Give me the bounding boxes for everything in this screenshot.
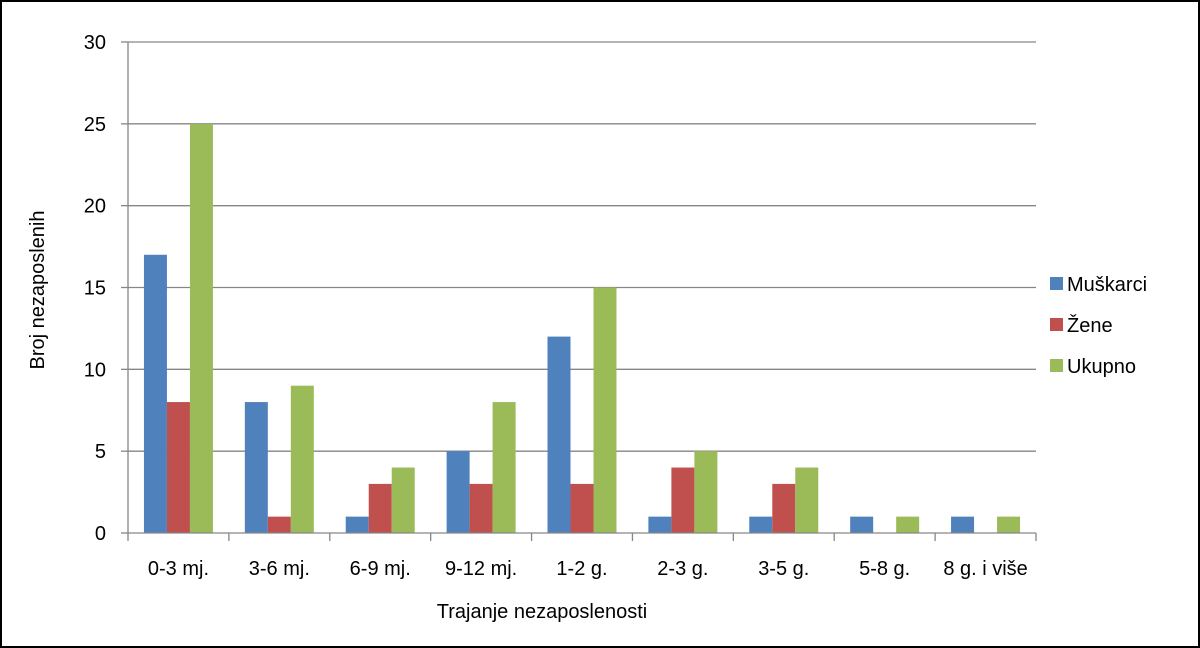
- x-tick-label: 5-8 g.: [859, 558, 910, 580]
- y-axis-title: Broj nezaposlenih: [27, 211, 49, 370]
- bar: [189, 123, 213, 533]
- x-tick-label: 0-3 mj.: [148, 558, 209, 580]
- bar: [896, 516, 920, 533]
- bar: [772, 483, 796, 533]
- x-tick-label: 1-2 g.: [556, 558, 607, 580]
- bars: [143, 123, 1021, 533]
- x-tick-label: 3-6 mj.: [249, 558, 310, 580]
- bar: [547, 336, 571, 533]
- bar: [694, 451, 718, 533]
- bar: [469, 483, 493, 533]
- x-axis-title: Trajanje nezaposlenosti: [437, 601, 648, 623]
- bar: [345, 516, 369, 533]
- x-tick-label: 2-3 g.: [657, 558, 708, 580]
- bar: [166, 402, 190, 533]
- bar: [795, 467, 819, 533]
- y-tick-label: 0: [95, 523, 106, 545]
- legend-label: Žene: [1067, 314, 1113, 337]
- bar: [951, 516, 975, 533]
- x-tick-label: 6-9 mj.: [350, 558, 411, 580]
- bar: [648, 516, 672, 533]
- legend: Muškarci Žene Ukupno: [1050, 274, 1147, 378]
- bar: [593, 287, 617, 533]
- bar: [492, 402, 516, 533]
- legend-swatch: [1050, 318, 1063, 331]
- gridlines: [128, 41, 1036, 452]
- bar: [570, 483, 594, 533]
- y-axis-ticks: 0 5 10 15 20 25 30: [84, 32, 129, 545]
- y-tick-label: 20: [84, 196, 106, 218]
- y-tick-label: 10: [84, 359, 106, 381]
- legend-swatch: [1050, 359, 1063, 372]
- bar: [671, 467, 695, 533]
- x-tick-label: 9-12 mj.: [445, 558, 517, 580]
- y-tick-label: 30: [84, 32, 106, 54]
- bar: [143, 254, 167, 533]
- y-tick-label: 25: [84, 114, 106, 136]
- y-tick-label: 15: [84, 278, 106, 300]
- bar: [749, 516, 773, 533]
- bar: [391, 467, 415, 533]
- y-tick-label: 5: [95, 441, 106, 463]
- x-tick-label: 8 g. i više: [943, 558, 1027, 580]
- bar: [997, 516, 1021, 533]
- legend-label: Ukupno: [1067, 356, 1136, 378]
- bar: [267, 516, 291, 533]
- bar: [290, 385, 314, 533]
- x-axis: 0-3 mj. 3-6 mj. 6-9 mj. 9-12 mj. 1-2 g. 2-3 g…: [127, 532, 1037, 580]
- bar: [446, 451, 470, 533]
- bar: [244, 402, 268, 533]
- legend-swatch: [1050, 277, 1063, 290]
- legend-label: Muškarci: [1067, 274, 1147, 296]
- x-tick-label: 3-5 g.: [758, 558, 809, 580]
- bar: [850, 516, 874, 533]
- bar: [368, 483, 392, 533]
